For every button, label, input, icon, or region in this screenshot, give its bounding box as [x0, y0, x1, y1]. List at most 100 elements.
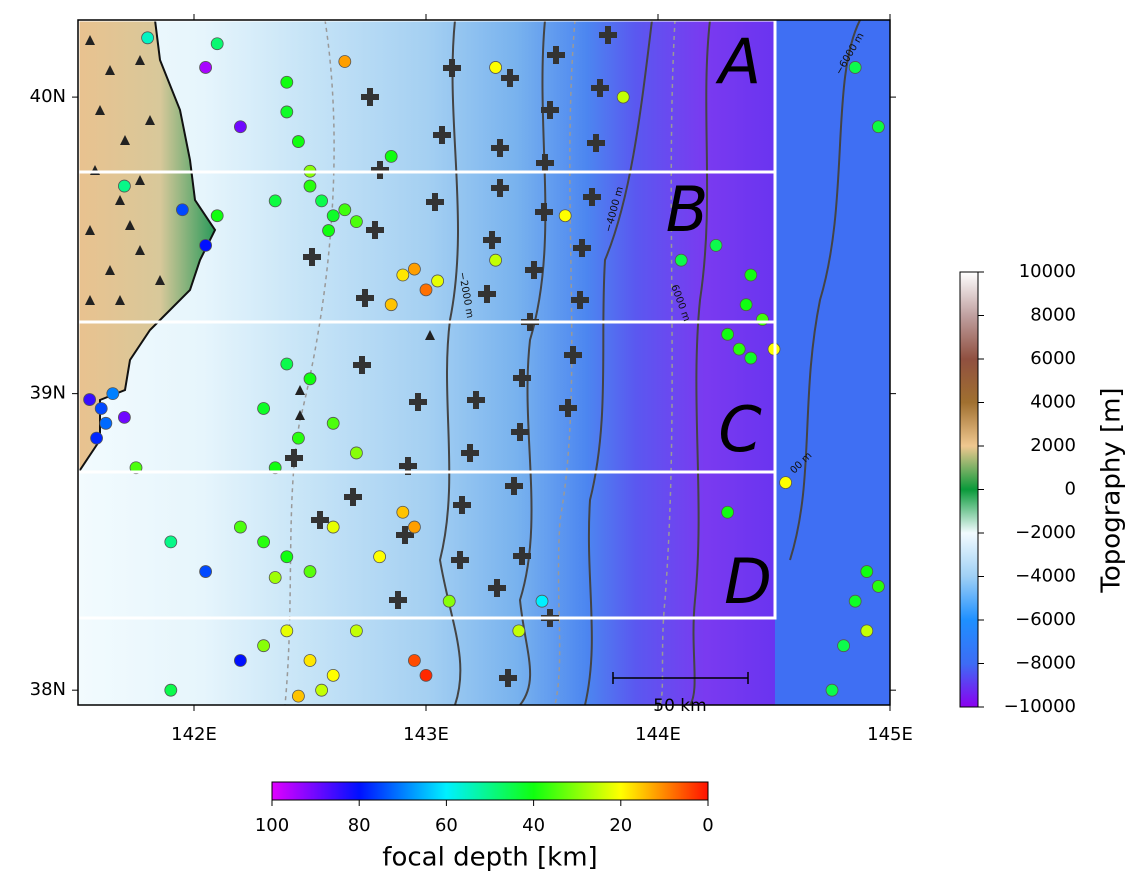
topo-tick-label: 0	[1065, 479, 1076, 500]
event	[200, 239, 212, 251]
event	[397, 506, 409, 518]
event	[327, 210, 339, 222]
event	[281, 358, 293, 370]
ocean-east	[775, 20, 890, 705]
event	[350, 216, 362, 228]
event	[304, 655, 316, 667]
topo-tick-label: −8000	[1015, 653, 1076, 674]
event	[258, 640, 270, 652]
event	[304, 373, 316, 385]
event	[722, 328, 734, 340]
depth-tick-label: 60	[435, 815, 458, 836]
event	[432, 275, 444, 287]
lon-label: 143E	[403, 724, 449, 745]
event	[408, 263, 420, 275]
event	[536, 595, 548, 607]
event	[258, 402, 270, 414]
topo-tick-label: 8000	[1030, 305, 1076, 326]
event	[200, 566, 212, 578]
event	[861, 625, 873, 637]
lon-label: 145E	[867, 724, 913, 745]
topo-tick-label: 4000	[1030, 392, 1076, 413]
event	[374, 551, 386, 563]
event	[490, 254, 502, 266]
event	[142, 32, 154, 44]
event	[292, 432, 304, 444]
event	[200, 61, 212, 73]
event	[756, 314, 768, 326]
depth-tick-label: 100	[255, 815, 289, 836]
topo-colorbar	[960, 272, 978, 707]
event	[675, 254, 687, 266]
event	[745, 352, 757, 364]
event	[234, 521, 246, 533]
event	[118, 411, 130, 423]
event	[872, 121, 884, 133]
event	[316, 684, 328, 696]
event	[234, 121, 246, 133]
event	[327, 669, 339, 681]
event	[258, 536, 270, 548]
event	[107, 388, 119, 400]
event	[327, 417, 339, 429]
event	[385, 299, 397, 311]
event	[420, 284, 432, 296]
region-label: B	[666, 173, 709, 246]
event	[118, 180, 130, 192]
event	[91, 432, 103, 444]
event	[100, 417, 112, 429]
event	[617, 91, 629, 103]
event	[745, 269, 757, 281]
lat-label: 38N	[30, 679, 66, 700]
event	[710, 239, 722, 251]
event	[872, 580, 884, 592]
event	[397, 269, 409, 281]
event	[559, 210, 571, 222]
event	[849, 595, 861, 607]
region-label: C	[718, 393, 762, 466]
event	[292, 136, 304, 148]
topo-tick-label: 10000	[1019, 261, 1076, 282]
event	[339, 56, 351, 68]
basemap	[78, 20, 890, 727]
page: A B C D −2000 m −4000 m 6000 m −6000 m 0…	[0, 0, 1132, 884]
region-label: D	[724, 545, 772, 618]
event	[838, 640, 850, 652]
lat-label: 40N	[30, 86, 66, 107]
event	[740, 299, 752, 311]
depth-title: focal depth [km]	[382, 843, 597, 873]
lon-label: 142E	[171, 724, 217, 745]
event	[281, 625, 293, 637]
event	[165, 684, 177, 696]
lat-label: 39N	[30, 383, 66, 404]
event	[323, 225, 335, 237]
event	[408, 521, 420, 533]
event	[130, 714, 142, 726]
event	[95, 402, 107, 414]
event	[281, 106, 293, 118]
lon-label: 144E	[635, 724, 681, 745]
event	[780, 477, 792, 489]
event	[165, 536, 177, 548]
event	[234, 655, 246, 667]
event	[281, 551, 293, 563]
event	[826, 684, 838, 696]
event	[350, 625, 362, 637]
topo-tick-label: −4000	[1015, 566, 1076, 587]
event	[350, 447, 362, 459]
event	[316, 195, 328, 207]
map-figure: A B C D −2000 m −4000 m 6000 m −6000 m 0…	[0, 0, 1132, 880]
event	[281, 76, 293, 88]
event	[304, 180, 316, 192]
event	[84, 394, 96, 406]
event	[733, 343, 745, 355]
event	[269, 195, 281, 207]
event	[861, 566, 873, 578]
depth-colorbar	[272, 782, 708, 800]
event	[339, 204, 351, 216]
scale-label: 50 km	[653, 696, 706, 716]
event	[490, 61, 502, 73]
event	[292, 690, 304, 702]
event	[176, 204, 188, 216]
event	[211, 38, 223, 50]
